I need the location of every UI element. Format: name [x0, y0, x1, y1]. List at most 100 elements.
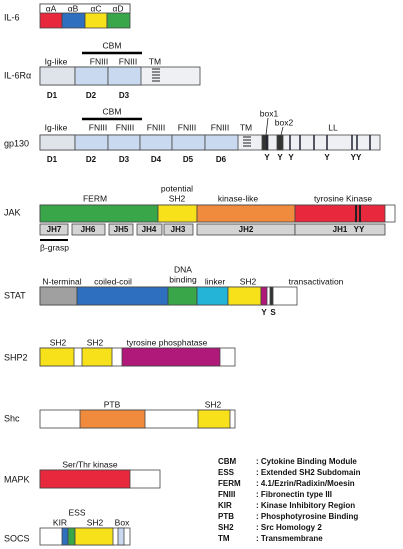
protein-name: IL-6	[4, 12, 20, 22]
label-band	[39, 3, 131, 14]
domain	[117, 527, 125, 546]
tyrosine: YY	[354, 225, 365, 234]
domain	[39, 134, 76, 151]
domain-label: SH2	[205, 399, 222, 409]
tyrosine: Y	[324, 153, 330, 162]
legend-abbr: KIR	[218, 501, 232, 510]
tm-stripes	[243, 136, 251, 147]
domain	[76, 286, 169, 306]
domain	[74, 527, 114, 546]
legend-definition: : Fibronectin type III	[256, 490, 332, 499]
domain-label: tyrosine Kinase	[314, 193, 372, 203]
domain	[121, 347, 221, 367]
domain	[39, 286, 78, 306]
protein-name: SHP2	[4, 352, 28, 362]
legend-abbr: PTB	[218, 512, 234, 521]
protein-name: gp130	[4, 138, 29, 148]
domain-label: KIR	[53, 517, 67, 527]
jh-label: JH6	[81, 225, 96, 234]
legend-abbr: SH2	[218, 523, 234, 532]
protein-name: Shc	[4, 413, 20, 423]
legend-abbr: FERM	[218, 479, 241, 488]
domain	[81, 347, 113, 367]
tyrosine: Y	[264, 153, 270, 162]
domain-label: DNA	[174, 264, 192, 274]
residue-mark	[269, 286, 274, 306]
domain	[197, 409, 231, 429]
cbm-label: CBM	[103, 106, 122, 116]
domain-label: FNIII	[89, 122, 107, 132]
domain-label: αA	[46, 3, 57, 13]
domain-label: SH2	[240, 276, 257, 286]
domain-label: ESS	[68, 507, 85, 517]
domain-number: D1	[47, 91, 58, 100]
domain-label: transactivation	[289, 276, 344, 286]
box-motif	[261, 134, 269, 151]
domain-label: Ser/Thr kinase	[62, 459, 118, 469]
domain-label: SH2	[87, 517, 104, 527]
protein-name: IL-6Rα	[4, 70, 31, 80]
domain-number: D2	[86, 155, 97, 164]
legend-definition: : Cytokine Binding Module	[256, 457, 357, 466]
il6ra-row: IL-6Rα CBM Ig-like FNIII FNIII TM D1 D2 …	[4, 40, 201, 100]
domain	[294, 204, 386, 223]
residue: S	[270, 308, 276, 317]
domain-number: D3	[119, 91, 130, 100]
domain	[227, 286, 262, 306]
pointer	[280, 126, 284, 136]
domain	[139, 134, 173, 151]
domain-label: FNIII	[178, 122, 196, 132]
domain-label: linker	[205, 276, 225, 286]
legend-definition: : Src Homology 2	[256, 523, 322, 532]
domain-label: TM	[149, 56, 161, 66]
domain	[39, 66, 76, 86]
domain-label: FNIII	[119, 56, 137, 66]
tyrosine: Y	[288, 153, 294, 162]
domain-label: αC	[90, 3, 101, 13]
protein-name: MAPK	[4, 474, 30, 484]
tyrosine-marks	[266, 135, 371, 150]
jh-label: JH1	[333, 225, 348, 234]
domain	[107, 66, 142, 86]
socs-row: SOCS KIR ESS SH2 Box	[4, 507, 131, 546]
domain	[157, 204, 198, 223]
domain	[204, 134, 239, 151]
domain-number: D6	[216, 155, 227, 164]
domain-label: LL	[328, 122, 338, 132]
legend-definition: : Transmembrane	[256, 534, 323, 543]
domain-label: FERM	[83, 193, 107, 203]
jh-label: JH7	[47, 225, 62, 234]
jh-boxes	[39, 223, 386, 236]
domain	[196, 204, 296, 223]
residue: Y	[261, 308, 267, 317]
domain	[74, 134, 109, 151]
gp130-row: gp130 CBM Ig-like FNIII FNIII FNIII FNII…	[4, 106, 381, 164]
legend-abbr: ESS	[218, 468, 235, 477]
beta-grasp-label: β-grasp	[40, 242, 69, 252]
domain-label: αD	[112, 3, 123, 13]
domain-label: FNIII	[90, 56, 108, 66]
legend-definition: : 4.1/Ezrin/Radixin/Moesin	[256, 479, 355, 488]
domain-label: FNIII	[116, 122, 134, 132]
domain-label: kinase-like	[218, 193, 258, 203]
box-motif	[276, 134, 284, 151]
jh-label: JH2	[239, 225, 254, 234]
domain-label: PTB	[104, 399, 121, 409]
domain-label: SH2	[50, 337, 67, 347]
domain-label: box1	[260, 108, 279, 118]
domain	[107, 134, 141, 151]
shc-row: Shc PTB SH2	[4, 399, 236, 429]
domain-label: coiled-coil	[94, 276, 132, 286]
cbm-label: CBM	[103, 40, 122, 50]
il6-row: IL-6 αA αB αC αD	[4, 3, 131, 29]
domain	[61, 527, 69, 546]
protein-name: JAK	[4, 207, 21, 217]
pointer	[265, 117, 269, 136]
domain	[67, 527, 76, 546]
jh-label: JH4	[142, 225, 157, 234]
domain-label: FNIII	[147, 122, 165, 132]
legend: CBM : Cytokine Binding Module ESS : Exte…	[218, 457, 361, 543]
domain	[39, 347, 75, 367]
domain	[74, 66, 109, 86]
